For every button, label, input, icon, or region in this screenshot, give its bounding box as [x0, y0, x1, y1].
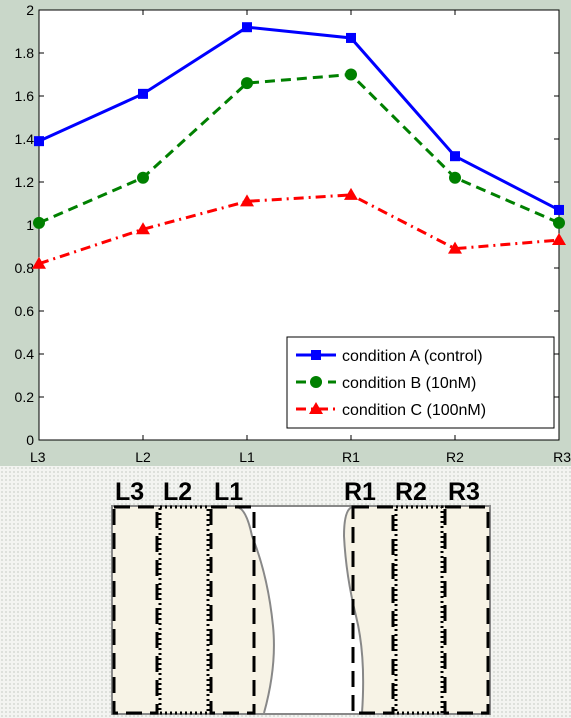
zone-label-l2: L2 [163, 478, 192, 506]
zone-diagram-panel: L3 L2 L1 R1 R2 R3 [0, 466, 571, 718]
data-point [32, 256, 46, 269]
data-point [240, 194, 254, 207]
legend-item: condition C (100nM) [296, 402, 486, 419]
y-tick-label: 0.2 [15, 389, 35, 405]
zone-box-l3 [112, 505, 159, 715]
zone-box-l1 [209, 505, 256, 715]
data-point [137, 171, 149, 184]
left-membrane-curve [235, 506, 275, 714]
legend: condition A (control) condition B (10nM) c… [286, 336, 555, 429]
zone-label-r2: R2 [395, 478, 427, 506]
y-tick-label: 1.8 [15, 45, 35, 61]
chart-panel: 0 0.2 0.4 0.6 0.8 1 1.2 1.4 1.6 1.8 2 L3 L2 L1 R1 R2 R3… [0, 0, 571, 466]
x-tick-label: R1 [342, 449, 360, 465]
zone-label-l1: L1 [214, 478, 243, 506]
series-1 [33, 68, 565, 229]
series-layer [32, 22, 566, 269]
x-tick-label: R2 [446, 449, 464, 465]
data-point [554, 204, 564, 215]
zone-label-l3: L3 [115, 478, 144, 506]
zone-box-r2 [394, 505, 444, 715]
y-tick-label: 1.4 [15, 131, 35, 147]
y-tick-label: 0.6 [15, 303, 35, 319]
series-2 [32, 187, 566, 269]
data-point [448, 241, 462, 254]
legend-item: condition A (control) [296, 348, 483, 365]
data-point [34, 136, 44, 147]
left-shaded-zone [113, 507, 274, 713]
y-tick-label: 1.6 [15, 88, 35, 104]
zone-box-l2 [158, 505, 210, 715]
data-point [345, 68, 357, 81]
series-0 [34, 22, 564, 215]
data-point [449, 171, 461, 184]
y-tick-label: 2 [26, 2, 34, 18]
right-shaded-zone [344, 507, 489, 713]
legend-item: condition B (10nM) [296, 375, 476, 392]
x-tick-label: L1 [239, 449, 255, 465]
data-point [242, 22, 252, 33]
y-tick-label: 0.4 [15, 346, 35, 362]
data-point [33, 216, 45, 229]
legend-label: condition B (10nM) [342, 375, 476, 392]
data-point [552, 233, 566, 246]
data-point [241, 77, 253, 90]
x-axis: L3 L2 L1 R1 R2 R3 [30, 10, 571, 465]
right-membrane-curve [342, 506, 365, 714]
data-point [553, 216, 565, 229]
data-point [138, 88, 148, 99]
x-tick-label: L2 [135, 449, 151, 465]
x-tick-label: L3 [30, 449, 46, 465]
y-tick-label: 0.8 [15, 260, 35, 276]
data-point [450, 151, 460, 162]
series-line [38, 193, 560, 266]
x-tick-label: R3 [553, 449, 571, 465]
legend-label: condition C (100nM) [342, 402, 486, 419]
y-tick-label: 1 [26, 217, 34, 233]
data-point [344, 187, 358, 200]
y-tick-label: 0 [26, 432, 34, 448]
series-line [38, 25, 560, 212]
data-point [346, 32, 356, 43]
data-point [136, 222, 150, 235]
legend-marker [311, 350, 321, 360]
y-tick-label: 1.2 [15, 174, 35, 190]
zone-label-r3: R3 [448, 478, 480, 506]
legend-label: condition A (control) [342, 348, 483, 365]
zone-box-r1 [351, 505, 395, 715]
zone-diagram: L3 L2 L1 R1 R2 R3 [111, 478, 491, 715]
legend-marker [309, 402, 323, 414]
line-chart: 0 0.2 0.4 0.6 0.8 1 1.2 1.4 1.6 1.8 2 L3 L2 L1 R1 R2 R3… [15, 2, 571, 465]
legend-marker [310, 376, 322, 388]
zone-box-r3 [443, 505, 490, 715]
zone-label-r1: R1 [344, 478, 376, 506]
series-line [38, 72, 560, 225]
